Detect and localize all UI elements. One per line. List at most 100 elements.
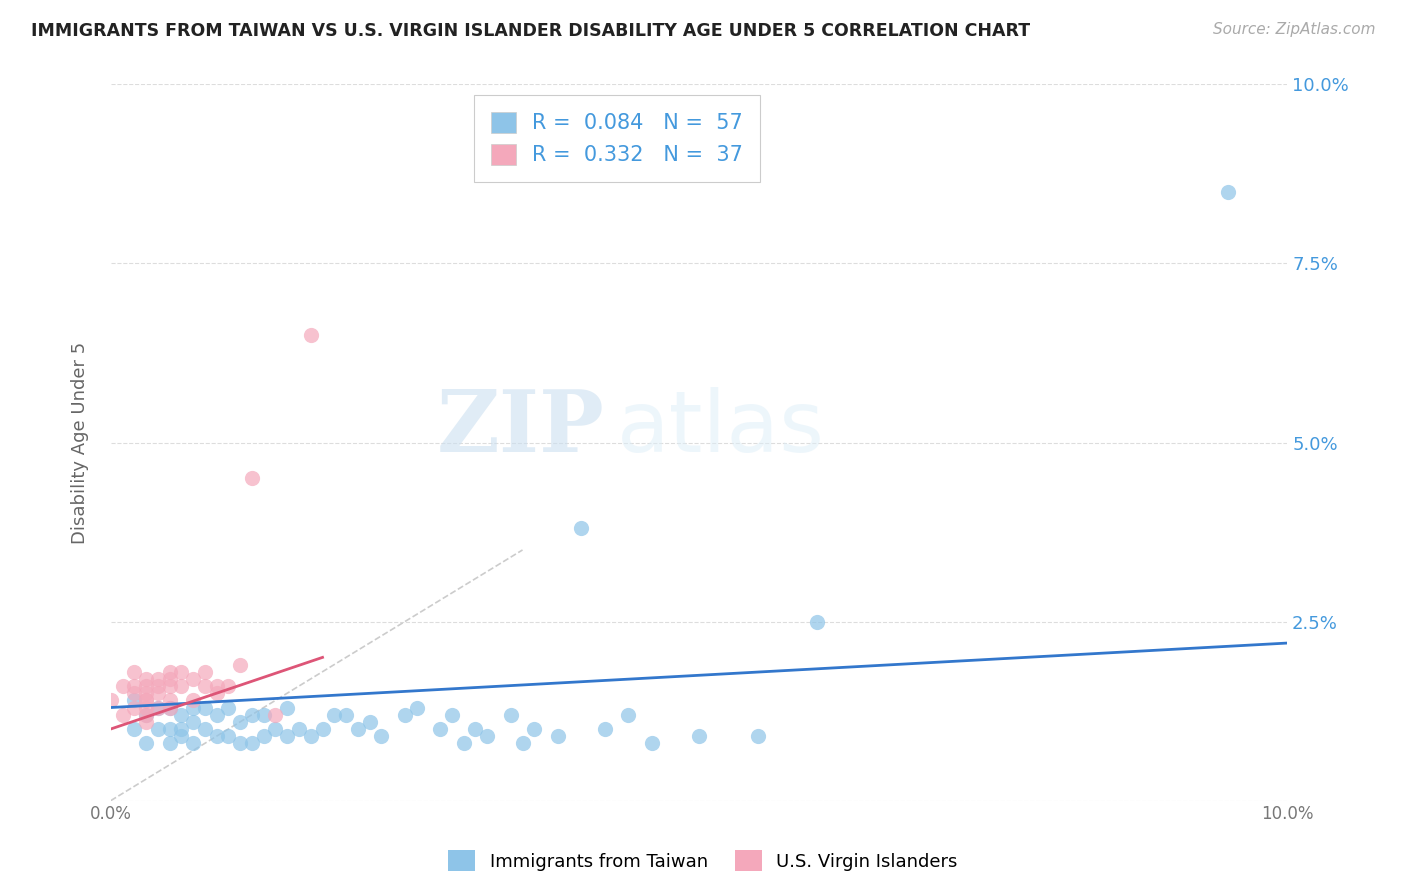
- Point: [159, 679, 181, 693]
- Point: [359, 714, 381, 729]
- Point: [547, 729, 569, 743]
- Point: [135, 707, 157, 722]
- Point: [135, 672, 157, 686]
- Point: [205, 707, 228, 722]
- Text: atlas: atlas: [617, 387, 825, 470]
- Point: [335, 707, 357, 722]
- Point: [194, 700, 217, 714]
- Point: [688, 729, 710, 743]
- Point: [405, 700, 427, 714]
- Text: IMMIGRANTS FROM TAIWAN VS U.S. VIRGIN ISLANDER DISABILITY AGE UNDER 5 CORRELATIO: IMMIGRANTS FROM TAIWAN VS U.S. VIRGIN IS…: [31, 22, 1031, 40]
- Point: [1218, 185, 1240, 199]
- Point: [464, 722, 486, 736]
- Point: [276, 729, 298, 743]
- Point: [135, 700, 157, 714]
- Point: [124, 700, 146, 714]
- Point: [181, 693, 204, 707]
- Point: [747, 729, 769, 743]
- Point: [440, 707, 463, 722]
- Point: [194, 665, 217, 679]
- Point: [111, 707, 134, 722]
- Point: [135, 686, 157, 700]
- Point: [205, 729, 228, 743]
- Point: [135, 693, 157, 707]
- Point: [170, 679, 193, 693]
- Point: [499, 707, 522, 722]
- Legend: Immigrants from Taiwan, U.S. Virgin Islanders: Immigrants from Taiwan, U.S. Virgin Isla…: [441, 843, 965, 879]
- Point: [569, 521, 592, 535]
- Point: [370, 729, 392, 743]
- Y-axis label: Disability Age Under 5: Disability Age Under 5: [72, 342, 89, 543]
- Point: [170, 707, 193, 722]
- Point: [146, 700, 169, 714]
- Point: [299, 729, 322, 743]
- Point: [311, 722, 333, 736]
- Point: [806, 615, 828, 629]
- Point: [159, 722, 181, 736]
- Point: [135, 707, 157, 722]
- Point: [276, 700, 298, 714]
- Legend: R =  0.084   N =  57, R =  0.332   N =  37: R = 0.084 N = 57, R = 0.332 N = 37: [474, 95, 761, 182]
- Point: [159, 700, 181, 714]
- Point: [181, 714, 204, 729]
- Point: [194, 722, 217, 736]
- Point: [323, 707, 346, 722]
- Point: [170, 729, 193, 743]
- Point: [159, 665, 181, 679]
- Point: [641, 736, 664, 750]
- Point: [429, 722, 451, 736]
- Point: [240, 707, 263, 722]
- Point: [288, 722, 311, 736]
- Point: [124, 679, 146, 693]
- Text: Source: ZipAtlas.com: Source: ZipAtlas.com: [1212, 22, 1375, 37]
- Point: [111, 679, 134, 693]
- Point: [523, 722, 546, 736]
- Point: [181, 672, 204, 686]
- Point: [194, 679, 217, 693]
- Point: [135, 679, 157, 693]
- Text: ZIP: ZIP: [437, 386, 605, 470]
- Point: [146, 679, 169, 693]
- Point: [135, 693, 157, 707]
- Point: [181, 736, 204, 750]
- Point: [181, 700, 204, 714]
- Point: [146, 722, 169, 736]
- Point: [159, 672, 181, 686]
- Point: [229, 714, 252, 729]
- Point: [135, 736, 157, 750]
- Point: [593, 722, 616, 736]
- Point: [229, 736, 252, 750]
- Point: [253, 707, 276, 722]
- Point: [159, 736, 181, 750]
- Point: [240, 471, 263, 485]
- Point: [346, 722, 368, 736]
- Point: [159, 700, 181, 714]
- Point: [229, 657, 252, 672]
- Point: [264, 707, 287, 722]
- Point: [146, 686, 169, 700]
- Point: [170, 665, 193, 679]
- Point: [135, 714, 157, 729]
- Point: [264, 722, 287, 736]
- Point: [453, 736, 475, 750]
- Point: [170, 722, 193, 736]
- Point: [124, 722, 146, 736]
- Point: [205, 686, 228, 700]
- Point: [124, 665, 146, 679]
- Point: [146, 700, 169, 714]
- Point: [159, 693, 181, 707]
- Point: [394, 707, 416, 722]
- Point: [124, 693, 146, 707]
- Point: [299, 328, 322, 343]
- Point: [100, 693, 122, 707]
- Point: [477, 729, 499, 743]
- Point: [205, 679, 228, 693]
- Point: [512, 736, 534, 750]
- Point: [146, 672, 169, 686]
- Point: [617, 707, 640, 722]
- Point: [240, 736, 263, 750]
- Point: [124, 686, 146, 700]
- Point: [253, 729, 276, 743]
- Point: [217, 729, 239, 743]
- Point: [217, 700, 239, 714]
